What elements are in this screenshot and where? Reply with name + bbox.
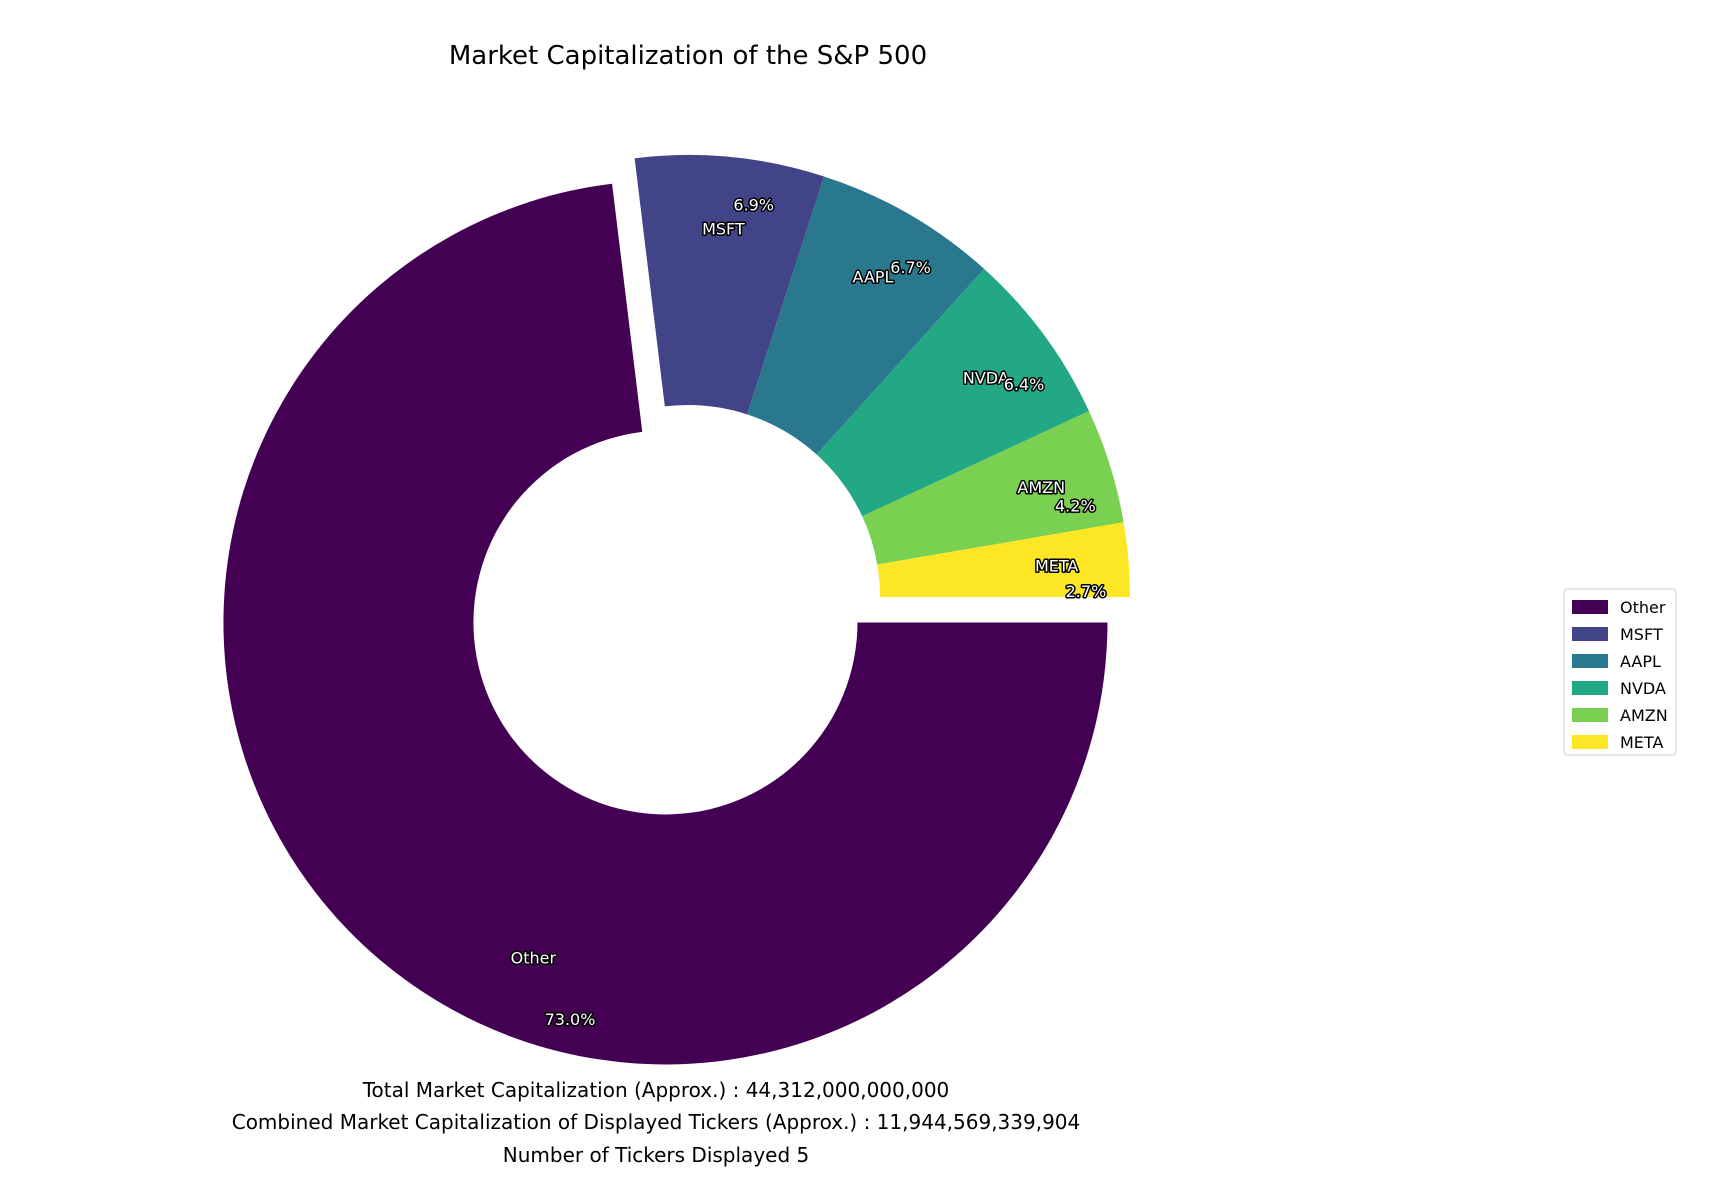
slice-msft: [634, 154, 825, 415]
legend-swatch-aapl: [1572, 654, 1608, 668]
legend-swatch-other: [1572, 600, 1608, 614]
chart-title: Market Capitalization of the S&P 500: [449, 41, 927, 71]
slice-meta: [877, 522, 1130, 597]
pie-slices: [223, 154, 1130, 1065]
slice-label-amzn: AMZN: [1017, 478, 1065, 497]
slice-aapl: [747, 176, 985, 455]
legend-swatch-nvda: [1572, 681, 1608, 695]
slice-pct-other: 73.0%: [545, 1010, 596, 1029]
slice-label-other: Other: [511, 948, 557, 967]
legend-label-aapl: AAPL: [1620, 652, 1661, 671]
slice-other: [223, 183, 1108, 1065]
legend-label-nvda: NVDA: [1620, 679, 1666, 698]
legend-label-amzn: AMZN: [1620, 706, 1668, 725]
slice-nvda: [816, 268, 1090, 517]
legend-swatch-meta: [1572, 735, 1608, 749]
slice-pct-meta: 2.7%: [1066, 582, 1107, 601]
slice-label-aapl: AAPL: [853, 268, 894, 287]
slice-amzn: [862, 411, 1124, 565]
legend-label-msft: MSFT: [1620, 625, 1663, 644]
slice-pct-nvda: 6.4%: [1004, 375, 1045, 394]
footer-total: Total Market Capitalization (Approx.) : …: [362, 1078, 950, 1102]
legend-label-other: Other: [1620, 598, 1666, 617]
slice-label-nvda: NVDA: [963, 368, 1009, 387]
legend-label-meta: META: [1620, 733, 1663, 752]
slice-pct-amzn: 4.2%: [1055, 496, 1096, 515]
footer-count: Number of Tickers Displayed 5: [503, 1143, 809, 1167]
slice-pct-aapl: 6.7%: [890, 258, 931, 277]
legend: Other MSFT AAPL NVDA AMZN META: [1563, 588, 1677, 756]
slice-label-meta: META: [1035, 557, 1078, 576]
slice-label-msft: MSFT: [702, 220, 745, 239]
slice-pct-msft: 6.9%: [733, 195, 774, 214]
footer-combined: Combined Market Capitalization of Displa…: [232, 1110, 1081, 1134]
legend-swatch-msft: [1572, 627, 1608, 641]
legend-swatch-amzn: [1572, 708, 1608, 722]
